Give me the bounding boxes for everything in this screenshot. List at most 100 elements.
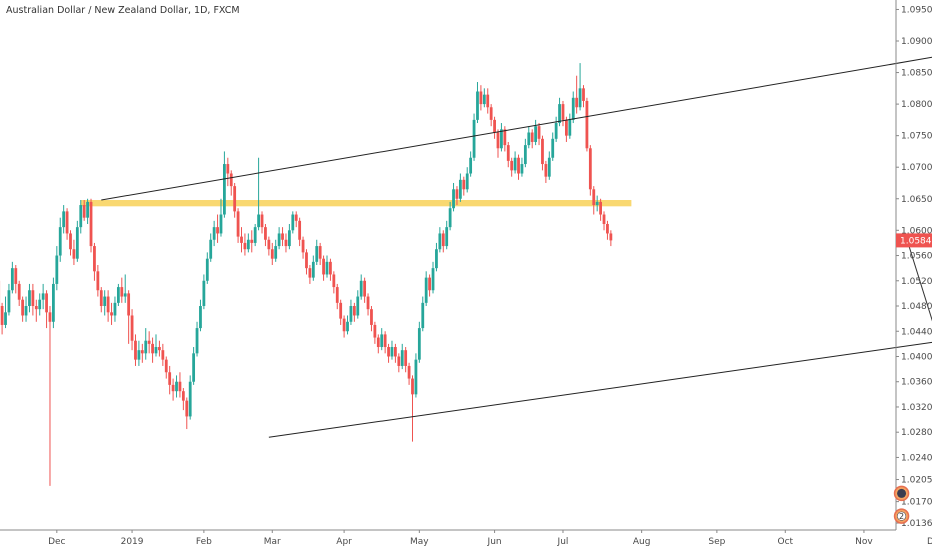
candle-down	[82, 205, 86, 218]
candle-down	[404, 350, 408, 366]
price-tick-label: 1.04000	[901, 352, 932, 362]
candle-down	[250, 239, 254, 243]
candle-down	[609, 233, 613, 241]
candle-down	[294, 214, 298, 221]
last-price-badge	[896, 233, 932, 248]
time-tick-label: Aug	[633, 537, 651, 547]
candle-down	[541, 138, 544, 165]
candle-down	[178, 381, 182, 392]
candle-down	[89, 201, 93, 247]
candle-up	[534, 126, 538, 142]
candle-down	[503, 129, 507, 146]
channel-lower-line	[268, 341, 932, 438]
candle-down	[329, 261, 332, 275]
candle-down	[339, 302, 343, 319]
candle-down	[489, 107, 493, 120]
candle-up	[452, 189, 455, 209]
candle-up	[346, 321, 349, 332]
price-tick-label: 1.02050	[901, 476, 932, 486]
candle-up	[209, 239, 213, 259]
candle-down	[352, 306, 356, 316]
time-tick-label: Mar	[264, 537, 281, 547]
candle-up	[349, 306, 353, 322]
time-tick-label: Sep	[708, 537, 725, 547]
candle-up	[223, 164, 226, 215]
candle-up	[438, 233, 442, 250]
candle-up	[10, 268, 14, 291]
price-tick-label: 1.04800	[901, 302, 932, 312]
idea-avatars[interactable]: 2	[893, 485, 910, 524]
candle-up	[311, 261, 315, 278]
price-tick-label: 1.08000	[901, 100, 932, 110]
candle-down	[496, 132, 500, 149]
candle-down	[134, 340, 137, 360]
candle-down	[561, 104, 565, 120]
candle-up	[192, 353, 196, 382]
candle-up	[520, 164, 524, 174]
candle-down	[34, 306, 38, 310]
price-tick-label: 1.06500	[901, 195, 932, 205]
candle-down	[411, 378, 414, 395]
candle-down	[455, 189, 459, 199]
time-tick-label: Dec	[48, 537, 65, 547]
candle-down	[301, 239, 305, 253]
candle-up	[52, 283, 55, 322]
candle-down	[267, 239, 271, 250]
candle-up	[458, 179, 462, 199]
candle-down	[530, 132, 534, 142]
candle-up	[277, 233, 281, 247]
candle-up	[469, 157, 473, 174]
candle-down	[171, 384, 175, 392]
candle-down	[236, 211, 240, 237]
candle-up	[527, 132, 531, 146]
candle-up	[24, 306, 28, 316]
candle-up	[4, 312, 7, 325]
time-tick-label: Feb	[196, 537, 212, 547]
candle-down	[130, 315, 134, 341]
candle-down	[93, 246, 96, 272]
candle-down	[397, 356, 401, 366]
candle-up	[435, 249, 438, 269]
candle-up	[79, 205, 83, 228]
candle-down	[342, 318, 346, 332]
candle-down	[120, 287, 124, 297]
candle-down	[599, 201, 602, 215]
candle-up	[219, 214, 223, 234]
candle-down	[565, 119, 568, 136]
candle-up	[595, 201, 599, 206]
candle-up	[500, 129, 503, 149]
candle-down	[65, 211, 69, 234]
candle-down	[45, 293, 48, 313]
candle-down	[48, 312, 52, 322]
candle-down	[21, 299, 25, 316]
candle-down	[281, 233, 284, 240]
candle-up	[568, 119, 572, 136]
candle-up	[523, 145, 527, 165]
candle-up	[513, 157, 517, 171]
candle-up	[188, 381, 192, 417]
candle-down	[373, 324, 377, 338]
price-tick-label: 1.07000	[901, 163, 932, 173]
time-tick-label: Apr	[336, 537, 352, 547]
candle-down	[106, 296, 110, 313]
candle-up	[62, 211, 66, 228]
price-tick-label: 1.03600	[901, 378, 932, 388]
candle-up	[199, 306, 202, 329]
candle-up	[558, 104, 561, 124]
candle-up	[195, 328, 199, 354]
projection-arrow-line	[907, 244, 932, 322]
candle-down	[308, 268, 312, 278]
candle-down	[479, 91, 483, 105]
candle-up	[154, 347, 158, 354]
candle-down	[260, 214, 264, 228]
price-axis[interactable]: 1.09500 1.09000 1.08500 1.08000 1.07500 1.070…	[895, 0, 932, 530]
candle-up	[547, 157, 551, 177]
candle-down	[486, 94, 490, 108]
time-axis[interactable]: Dec 2019 Feb Mar Apr May Jun Jul Aug Sep Oct Nov Dec…	[0, 529, 932, 547]
candle-down	[151, 343, 154, 354]
candle-up	[137, 350, 141, 360]
candle-down	[216, 227, 219, 234]
price-tick-label: 1.09000	[901, 37, 932, 47]
candle-down	[264, 227, 267, 240]
